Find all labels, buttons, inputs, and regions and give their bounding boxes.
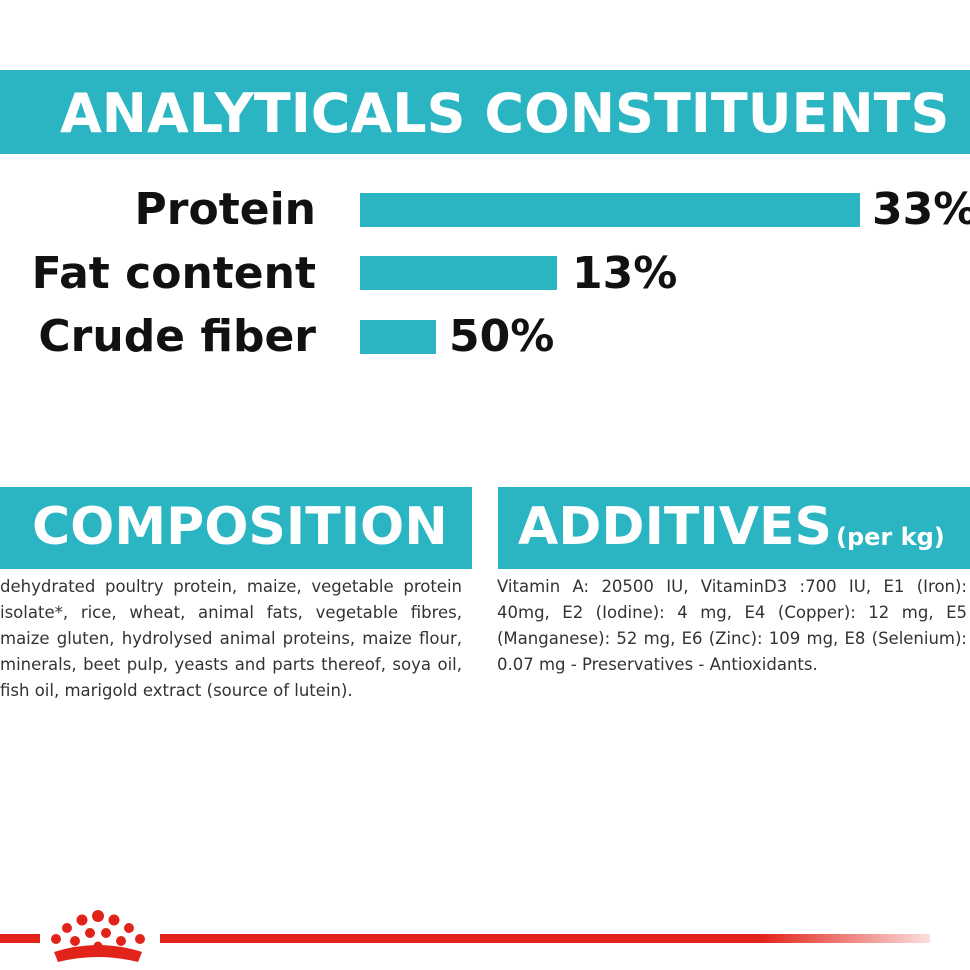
crude-fiber-label: Crude fiber — [38, 311, 316, 362]
fat-content-bar — [360, 256, 557, 290]
additives-title: ADDITIVES — [518, 497, 832, 557]
protein-bar — [360, 193, 860, 227]
crude-fiber-value: 50% — [449, 311, 555, 362]
analyticals-banner: ANALYTICALS CONSTITUENTS — [0, 70, 970, 154]
composition-title: COMPOSITION — [32, 497, 448, 557]
additives-banner: ADDITIVES (per kg) — [498, 487, 970, 569]
protein-value: 33% — [872, 184, 970, 235]
composition-text: dehydrated poultry protein, maize, veget… — [0, 577, 462, 700]
protein-label: Protein — [134, 184, 316, 235]
crude-fiber-bar — [360, 320, 436, 354]
fat-content-label: Fat content — [31, 248, 316, 299]
fat-content-value: 13% — [572, 248, 678, 299]
footer-line-left — [0, 934, 40, 943]
analyticals-title: ANALYTICALS CONSTITUENTS — [60, 82, 950, 145]
additives-text: Vitamin A: 20500 IU, VitaminD3 :700 IU, … — [497, 577, 967, 674]
footer-line — [160, 934, 930, 943]
additives-subtitle: (per kg) — [836, 523, 945, 551]
crown-icon — [51, 910, 145, 962]
composition-banner: COMPOSITION — [0, 487, 472, 569]
